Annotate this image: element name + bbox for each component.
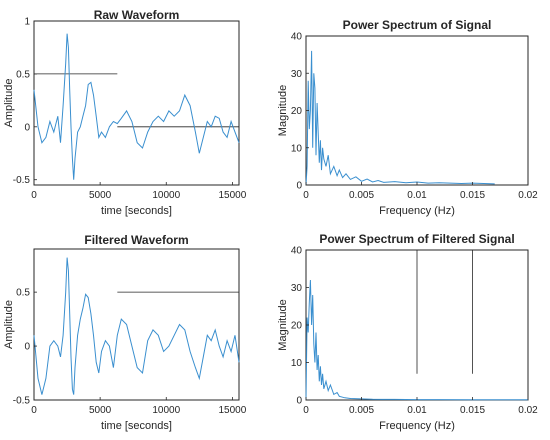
power-spectrum-x-tick-label: 0.015 bbox=[460, 190, 485, 201]
filtered-power-spectrum-x-tick-label: 0.015 bbox=[460, 405, 485, 416]
filtered-power-spectrum-title: Power Spectrum of Filtered Signal bbox=[319, 232, 514, 246]
filtered-waveform-x-tick-label: 10000 bbox=[152, 405, 180, 416]
filtered-power-spectrum-y-tick-label: 0 bbox=[296, 396, 302, 407]
filtered-power-spectrum-x-tick-label: 0.01 bbox=[407, 405, 427, 416]
power-spectrum-series-0 bbox=[305, 50, 495, 186]
raw-waveform-plot-area bbox=[33, 20, 240, 186]
filtered-waveform-y-tick-label: -0.5 bbox=[13, 396, 31, 407]
power-spectrum-y-tick-label: 10 bbox=[291, 143, 303, 154]
filtered-waveform-x-tick-label: 0 bbox=[31, 405, 37, 416]
raw-waveform-y-tick-label: 0 bbox=[24, 122, 30, 133]
raw-waveform-y-tick-label: 1 bbox=[24, 17, 30, 28]
filtered-power-spectrum-x-axis-label: Frequency (Hz) bbox=[379, 420, 455, 432]
raw-waveform-x-tick-label: 0 bbox=[31, 190, 37, 201]
filtered-power-spectrum-y-axis-label: Magnitude bbox=[277, 299, 289, 350]
power-spectrum-x-tick-label: 0.005 bbox=[349, 190, 374, 201]
power-spectrum-plot-area bbox=[305, 35, 529, 186]
power-spectrum-chart: 0 0.005 0.01 0.015 0.02 0 10 20 30 40 Power Spectr… bbox=[277, 18, 538, 217]
filtered-power-spectrum-chart: 0 0.005 0.01 0.015 0.02 0 10 20 30 40 Power Spectr… bbox=[277, 232, 538, 432]
raw-waveform-x-tick-label: 15000 bbox=[218, 190, 246, 201]
filtered-waveform-x-tick-label: 15000 bbox=[218, 405, 246, 416]
raw-waveform-y-tick-label: 0.5 bbox=[16, 69, 30, 80]
power-spectrum-x-tick-label: 0.02 bbox=[518, 190, 538, 201]
raw-waveform-x-axis-label: time [seconds] bbox=[101, 205, 172, 217]
power-spectrum-y-tick-label: 40 bbox=[291, 32, 303, 43]
power-spectrum-y-tick-label: 20 bbox=[291, 106, 303, 117]
filtered-power-spectrum-y-tick-label: 20 bbox=[291, 321, 303, 332]
filtered-waveform-x-axis-label: time [seconds] bbox=[101, 420, 172, 432]
raw-waveform-chart: 0 5000 10000 15000-0.500.51 Raw Waveformtime… bbox=[3, 8, 247, 217]
power-spectrum-title: Power Spectrum of Signal bbox=[343, 18, 492, 32]
filtered-waveform-plot-area bbox=[33, 248, 240, 401]
filtered-waveform-series-0 bbox=[33, 257, 240, 395]
filtered-power-spectrum-series-0 bbox=[305, 279, 528, 401]
raw-waveform-series-0 bbox=[33, 33, 240, 180]
power-spectrum-x-tick-label: 0.01 bbox=[407, 190, 427, 201]
filtered-power-spectrum-x-tick-label: 0.005 bbox=[349, 405, 374, 416]
filtered-power-spectrum-y-tick-label: 30 bbox=[291, 283, 303, 294]
filtered-power-spectrum-y-tick-label: 10 bbox=[291, 358, 303, 369]
filtered-waveform-y-tick-label: 0 bbox=[24, 342, 30, 353]
raw-waveform-x-tick-label: 5000 bbox=[89, 190, 112, 201]
power-spectrum-y-tick-label: 0 bbox=[296, 181, 302, 192]
filtered-waveform-y-tick-label: 0.5 bbox=[16, 288, 30, 299]
filtered-power-spectrum-x-tick-label: 0 bbox=[303, 405, 309, 416]
filtered-waveform-y-axis-label: Amplitude bbox=[3, 300, 15, 349]
raw-waveform-y-tick-label: -0.5 bbox=[13, 175, 31, 186]
power-spectrum-x-tick-label: 0 bbox=[303, 190, 309, 201]
filtered-waveform-title: Filtered Waveform bbox=[84, 233, 188, 247]
filtered-power-spectrum-x-tick-label: 0.02 bbox=[518, 405, 538, 416]
raw-waveform-y-axis-label: Amplitude bbox=[3, 79, 15, 128]
power-spectrum-y-tick-label: 30 bbox=[291, 69, 303, 80]
power-spectrum-x-axis-label: Frequency (Hz) bbox=[379, 205, 455, 217]
filtered-waveform-x-tick-label: 5000 bbox=[89, 405, 112, 416]
filtered-power-spectrum-y-tick-label: 40 bbox=[291, 246, 303, 257]
raw-waveform-title: Raw Waveform bbox=[94, 8, 180, 22]
raw-waveform-x-tick-label: 10000 bbox=[152, 190, 180, 201]
power-spectrum-y-axis-label: Magnitude bbox=[277, 85, 289, 136]
